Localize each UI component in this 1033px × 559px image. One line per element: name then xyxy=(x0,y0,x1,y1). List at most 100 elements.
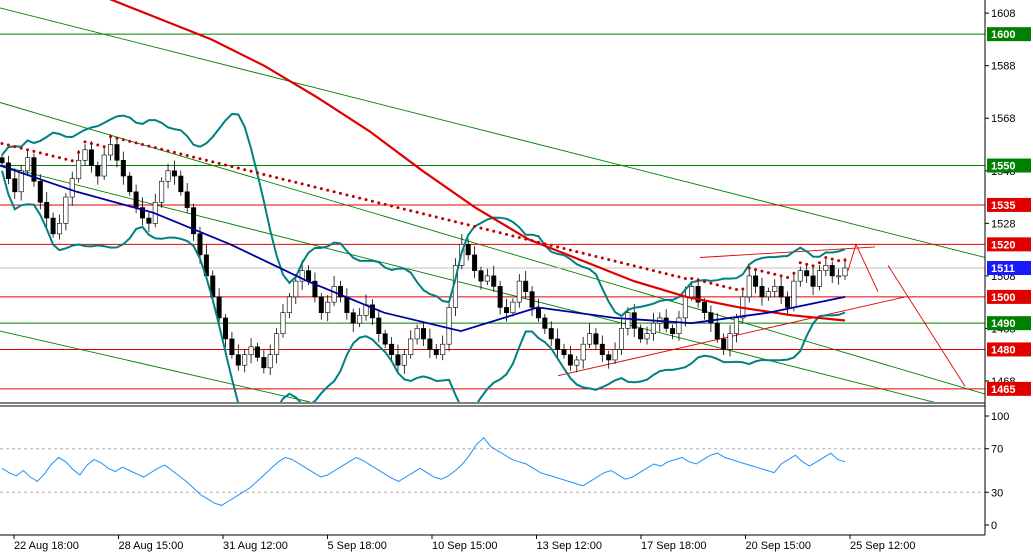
sar-dot xyxy=(96,143,100,147)
candle-body xyxy=(618,328,624,350)
sar-dot xyxy=(160,147,164,151)
candle-body xyxy=(529,291,535,308)
candle-body xyxy=(18,170,24,193)
candle-body xyxy=(159,180,165,203)
sar-dot xyxy=(332,190,336,194)
sar-dot xyxy=(811,264,815,268)
candle-body xyxy=(69,178,75,198)
candle-body xyxy=(631,312,637,329)
candle-body xyxy=(663,317,669,329)
sar-dot xyxy=(619,261,623,265)
rsi-panel xyxy=(0,437,985,506)
sar-dot xyxy=(485,228,489,232)
sar-dot xyxy=(817,261,821,265)
time-tick-label: 25 Sep 12:00 xyxy=(850,540,915,552)
sar-dot xyxy=(613,259,617,263)
sar-dot xyxy=(268,174,272,178)
candle-body xyxy=(146,217,152,224)
sar-dot xyxy=(89,141,93,145)
sar-dot xyxy=(236,166,240,170)
candle-body xyxy=(708,312,714,324)
sar-dot xyxy=(677,275,681,279)
candle-body xyxy=(625,312,631,329)
sar-dot xyxy=(798,261,802,265)
candle-body xyxy=(810,275,816,287)
candle-body xyxy=(376,317,382,334)
sar-dot xyxy=(524,237,528,241)
level-tag-label: 1480 xyxy=(991,344,1015,356)
candle-body xyxy=(242,354,248,366)
sar-dot xyxy=(645,267,649,271)
candle-body xyxy=(12,178,18,193)
candle-body xyxy=(414,328,420,340)
sar-dot xyxy=(364,198,368,202)
candle-body xyxy=(765,291,771,298)
sar-dot xyxy=(402,207,406,211)
candle-body xyxy=(555,338,561,350)
candle-body xyxy=(829,265,835,277)
candle-body xyxy=(216,296,222,319)
rsi-tick-label: 30 xyxy=(991,487,1003,499)
candle-body xyxy=(484,275,490,282)
sar-dot xyxy=(211,160,215,164)
candle-body xyxy=(101,154,107,177)
sar-dot xyxy=(722,284,726,288)
sar-dot xyxy=(498,231,502,235)
sar-dot xyxy=(517,236,521,240)
sar-dot xyxy=(38,151,42,155)
candle-body xyxy=(472,254,478,271)
sar-dot xyxy=(32,149,36,153)
time-tick-label: 5 Sep 18:00 xyxy=(328,540,387,552)
sar-dot xyxy=(319,187,323,191)
candle-body xyxy=(510,301,516,313)
sar-dot xyxy=(185,154,189,158)
sar-dot xyxy=(204,158,208,162)
candle-body xyxy=(344,296,350,313)
sar-dot xyxy=(153,146,157,150)
candle-body xyxy=(369,304,375,319)
candle-body xyxy=(516,280,522,303)
sar-dot xyxy=(479,226,483,230)
bollinger-lower xyxy=(1,170,846,402)
sar-dot xyxy=(709,281,713,285)
candle-body xyxy=(267,354,273,369)
sar-dot xyxy=(51,154,55,158)
candle-body xyxy=(299,270,305,282)
sar-dot xyxy=(230,165,234,169)
candle-body xyxy=(408,338,414,356)
level-tag-1490 xyxy=(987,316,1031,331)
sar-dot xyxy=(696,278,700,282)
sar-dot xyxy=(217,161,221,165)
level-tag-1550 xyxy=(987,158,1031,173)
candle-body xyxy=(31,157,37,182)
candle-body xyxy=(446,307,452,345)
sar-dot xyxy=(13,145,17,149)
sar-dot xyxy=(396,206,400,210)
candle-body xyxy=(721,338,727,350)
sar-dot xyxy=(109,135,113,139)
sar-dot xyxy=(313,185,317,189)
sar-dot xyxy=(262,172,266,176)
candle-body xyxy=(548,328,554,340)
sar-dot xyxy=(77,150,81,154)
sar-dot xyxy=(19,146,23,150)
candle-body xyxy=(229,338,235,356)
candle-body xyxy=(714,322,720,340)
level-tag-label: 1550 xyxy=(991,161,1015,173)
green-channel-mid xyxy=(0,165,935,402)
sar-dot xyxy=(409,209,413,213)
candle-body xyxy=(587,333,593,345)
sar-dot xyxy=(172,150,176,154)
level-tag-1535 xyxy=(987,197,1031,212)
time-tick-label: 10 Sep 15:00 xyxy=(432,540,497,552)
sar-dot xyxy=(530,239,534,243)
candle-body xyxy=(44,202,50,219)
time-tick-label: 22 Aug 18:00 xyxy=(14,540,79,552)
candle-body xyxy=(127,175,133,193)
candle-body xyxy=(497,286,503,308)
candle-body xyxy=(644,333,650,340)
sar-dot xyxy=(588,253,592,257)
candle-body xyxy=(184,191,190,208)
sar-dot xyxy=(422,212,425,216)
